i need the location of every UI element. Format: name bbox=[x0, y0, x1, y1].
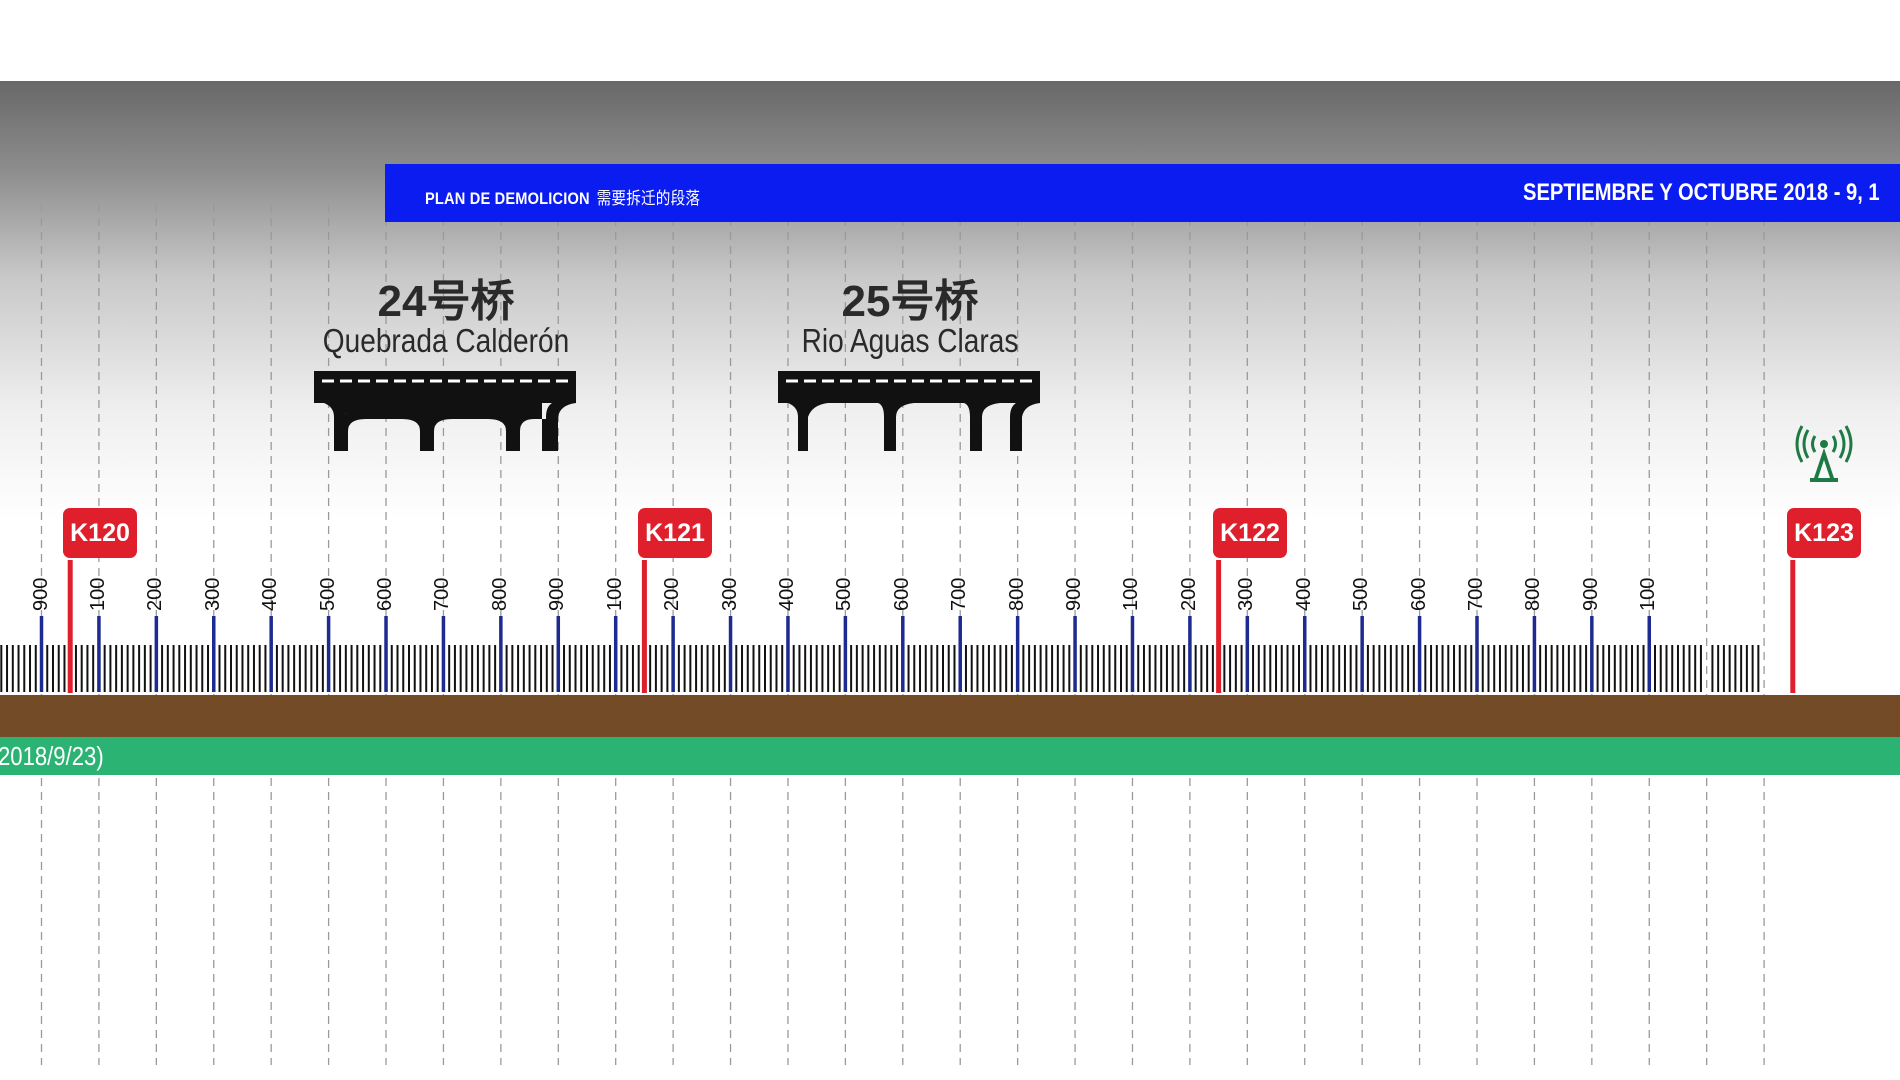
chainage-label: 600 bbox=[890, 577, 913, 611]
chainage-label: 300 bbox=[201, 577, 224, 611]
bridge-name: Quebrada Calderón bbox=[322, 322, 570, 359]
chainage-label: 300 bbox=[1235, 577, 1258, 611]
chainage-label: 900 bbox=[546, 577, 569, 611]
chainage-label: 800 bbox=[1522, 577, 1545, 611]
bridge-icon bbox=[314, 371, 576, 451]
chainage-label: 500 bbox=[833, 577, 856, 611]
km-marker-label: K121 bbox=[638, 508, 712, 558]
sky-gradient-band bbox=[0, 81, 1900, 520]
ground-strip bbox=[0, 695, 1900, 737]
chainage-label: 900 bbox=[1579, 577, 1602, 611]
chainage-label: 200 bbox=[144, 577, 167, 611]
radio-tower-icon bbox=[1795, 425, 1853, 482]
banner-date-range: SEPTIEMBRE Y OCTUBRE 2018 - 9, 1 bbox=[1523, 179, 1880, 206]
km-marker-label: K123 bbox=[1787, 508, 1861, 558]
timeline-bar-text: 2018/9/23) bbox=[0, 741, 104, 771]
chainage-label: 400 bbox=[1292, 577, 1315, 611]
chainage-label: 400 bbox=[775, 577, 798, 611]
chainage-label: 700 bbox=[1465, 577, 1487, 611]
plan-banner: PLAN DE DEMOLICION 需要拆迁的段落 SEPTIEMBRE Y O… bbox=[385, 164, 1900, 222]
chainage-label: 100 bbox=[1120, 577, 1143, 611]
chainage-label: 500 bbox=[316, 577, 339, 611]
km-marker-label: K120 bbox=[63, 508, 137, 558]
chainage-label: 700 bbox=[948, 577, 971, 611]
bridge-icon bbox=[778, 371, 1040, 451]
km-marker-k120: K120 bbox=[63, 508, 137, 558]
bridge-24-label: 24号桥 Quebrada Calderón bbox=[286, 280, 606, 358]
chainage-label: 200 bbox=[661, 577, 684, 611]
chainage-ruler bbox=[0, 560, 1796, 693]
chainage-label: 800 bbox=[1005, 577, 1028, 611]
chainage-label: 800 bbox=[488, 577, 511, 611]
chainage-label: 100 bbox=[603, 577, 626, 611]
chainage-label: 400 bbox=[259, 577, 282, 611]
bridge-number: 25号桥 bbox=[841, 277, 979, 326]
chainage-label: 300 bbox=[718, 577, 741, 611]
bridge-name: Rio Aguas Claras bbox=[801, 322, 1019, 359]
chainage-label: 100 bbox=[1637, 577, 1660, 611]
bridge-25-label: 25号桥 Rio Aguas Claras bbox=[750, 280, 1070, 358]
banner-title-es: PLAN DE DEMOLICION bbox=[425, 189, 590, 208]
chainage-label: 600 bbox=[1407, 577, 1430, 611]
chainage-label: 900 bbox=[29, 577, 52, 611]
km-marker-k121: K121 bbox=[638, 508, 712, 558]
timeline-bar: 2018/9/23) bbox=[0, 737, 1900, 775]
banner-left-title: PLAN DE DEMOLICION 需要拆迁的段落 bbox=[425, 184, 700, 209]
km-marker-label: K122 bbox=[1213, 508, 1287, 558]
chainage-label: 700 bbox=[431, 577, 454, 611]
bridge-number: 24号桥 bbox=[377, 277, 515, 326]
chainage-label: 500 bbox=[1350, 577, 1373, 611]
chainage-label: 100 bbox=[86, 577, 109, 611]
banner-title-cn: 需要拆迁的段落 bbox=[596, 189, 701, 208]
km-marker-k123: K123 bbox=[1787, 508, 1861, 558]
chainage-label: 200 bbox=[1177, 577, 1200, 611]
chainage-label: 900 bbox=[1063, 577, 1086, 611]
chainage-label: 600 bbox=[374, 577, 397, 611]
km-marker-k122: K122 bbox=[1213, 508, 1287, 558]
